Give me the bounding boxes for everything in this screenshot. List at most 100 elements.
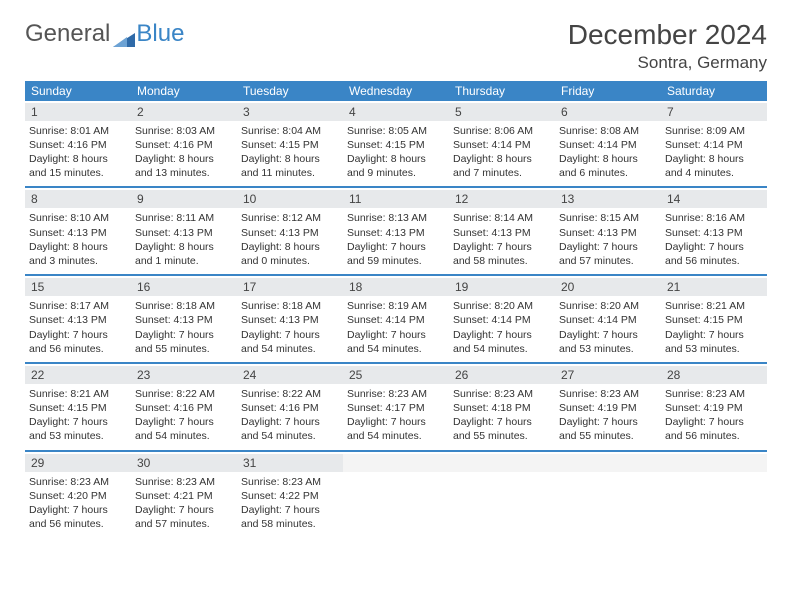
weekday-header: Tuesday [237, 81, 343, 101]
daylight-text-1: Daylight: 7 hours [347, 240, 445, 254]
weekday-header: Wednesday [343, 81, 449, 101]
weekday-header-row: Sunday Monday Tuesday Wednesday Thursday… [25, 81, 767, 101]
sunrise-text: Sunrise: 8:23 AM [665, 387, 763, 401]
daylight-text-1: Daylight: 7 hours [347, 415, 445, 429]
day-cell: 23Sunrise: 8:22 AMSunset: 4:16 PMDayligh… [131, 364, 237, 450]
day-number: 22 [25, 366, 131, 384]
daylight-text-1: Daylight: 8 hours [665, 152, 763, 166]
daylight-text-1: Daylight: 8 hours [453, 152, 551, 166]
day-cell: 17Sunrise: 8:18 AMSunset: 4:13 PMDayligh… [237, 276, 343, 362]
sunrise-text: Sunrise: 8:13 AM [347, 211, 445, 225]
daylight-text-1: Daylight: 7 hours [135, 415, 233, 429]
daylight-text-1: Daylight: 7 hours [559, 240, 657, 254]
day-cell: 12Sunrise: 8:14 AMSunset: 4:13 PMDayligh… [449, 188, 555, 274]
sunset-text: Sunset: 4:19 PM [559, 401, 657, 415]
sunset-text: Sunset: 4:18 PM [453, 401, 551, 415]
sunrise-text: Sunrise: 8:23 AM [347, 387, 445, 401]
sunrise-text: Sunrise: 8:19 AM [347, 299, 445, 313]
day-details: Sunrise: 8:15 AMSunset: 4:13 PMDaylight:… [559, 211, 657, 268]
day-cell: 20Sunrise: 8:20 AMSunset: 4:14 PMDayligh… [555, 276, 661, 362]
daylight-text-1: Daylight: 7 hours [135, 328, 233, 342]
day-number: 26 [449, 366, 555, 384]
sunset-text: Sunset: 4:14 PM [559, 138, 657, 152]
daylight-text-1: Daylight: 8 hours [241, 152, 339, 166]
day-cell: 28Sunrise: 8:23 AMSunset: 4:19 PMDayligh… [661, 364, 767, 450]
sunset-text: Sunset: 4:14 PM [453, 138, 551, 152]
sunrise-text: Sunrise: 8:20 AM [559, 299, 657, 313]
day-cell: 25Sunrise: 8:23 AMSunset: 4:17 PMDayligh… [343, 364, 449, 450]
weekday-header: Saturday [661, 81, 767, 101]
daylight-text-2: and 53 minutes. [29, 429, 127, 443]
day-number: 2 [131, 103, 237, 121]
day-cell: 15 Sunrise: 8:17 AMSunset: 4:13 PMDayligh… [25, 276, 131, 362]
day-number: 9 [131, 190, 237, 208]
daylight-text-1: Daylight: 7 hours [347, 328, 445, 342]
sunset-text: Sunset: 4:20 PM [29, 489, 127, 503]
week-row: 29 Sunrise: 8:23 AMSunset: 4:20 PMDayligh… [25, 452, 767, 538]
brand-part2: Blue [136, 20, 184, 48]
daylight-text-1: Daylight: 8 hours [559, 152, 657, 166]
daylight-text-1: Daylight: 7 hours [559, 328, 657, 342]
sunrise-text: Sunrise: 8:11 AM [135, 211, 233, 225]
day-number: 19 [449, 278, 555, 296]
sunrise-text: Sunrise: 8:21 AM [29, 387, 127, 401]
sunset-text: Sunset: 4:16 PM [135, 138, 233, 152]
day-details: Sunrise: 8:23 AMSunset: 4:21 PMDaylight:… [135, 475, 233, 532]
sunset-text: Sunset: 4:22 PM [241, 489, 339, 503]
sunset-text: Sunset: 4:13 PM [135, 226, 233, 240]
day-number: 18 [343, 278, 449, 296]
week-row: 1Sunrise: 8:01 AMSunset: 4:16 PMDaylight… [25, 101, 767, 189]
daylight-text-1: Daylight: 7 hours [453, 415, 551, 429]
sunset-text: Sunset: 4:15 PM [347, 138, 445, 152]
day-cell: 2Sunrise: 8:03 AMSunset: 4:16 PMDaylight… [131, 101, 237, 187]
calendar: Sunday Monday Tuesday Wednesday Thursday… [25, 81, 767, 537]
daylight-text-1: Daylight: 7 hours [29, 503, 127, 517]
sunset-text: Sunset: 4:16 PM [135, 401, 233, 415]
day-details: Sunrise: 8:19 AMSunset: 4:14 PMDaylight:… [347, 299, 445, 356]
sunset-text: Sunset: 4:15 PM [665, 313, 763, 327]
sunset-text: Sunset: 4:19 PM [665, 401, 763, 415]
day-number: 1 [25, 103, 131, 121]
daylight-text-2: and 9 minutes. [347, 166, 445, 180]
daylight-text-1: Daylight: 8 hours [135, 152, 233, 166]
day-number: 11 [343, 190, 449, 208]
sunrise-text: Sunrise: 8:06 AM [453, 124, 551, 138]
daylight-text-2: and 57 minutes. [135, 517, 233, 531]
sunrise-text: Sunrise: 8:09 AM [665, 124, 763, 138]
daylight-text-1: Daylight: 8 hours [241, 240, 339, 254]
day-number: 21 [661, 278, 767, 296]
day-cell: 16Sunrise: 8:18 AMSunset: 4:13 PMDayligh… [131, 276, 237, 362]
sunrise-text: Sunrise: 8:22 AM [241, 387, 339, 401]
day-cell: 5Sunrise: 8:06 AMSunset: 4:14 PMDaylight… [449, 101, 555, 187]
day-number: 13 [555, 190, 661, 208]
day-details: Sunrise: 8:09 AMSunset: 4:14 PMDaylight:… [665, 124, 763, 181]
daylight-text-2: and 13 minutes. [135, 166, 233, 180]
day-number: 12 [449, 190, 555, 208]
sunset-text: Sunset: 4:13 PM [559, 226, 657, 240]
header: General Blue December 2024 Sontra, Germa… [25, 20, 767, 73]
day-details: Sunrise: 8:23 AMSunset: 4:19 PMDaylight:… [559, 387, 657, 444]
day-cell: 18 Sunrise: 8:19 AMSunset: 4:14 PMDayligh… [343, 276, 449, 362]
daylight-text-1: Daylight: 8 hours [347, 152, 445, 166]
sunset-text: Sunset: 4:15 PM [241, 138, 339, 152]
sunset-text: Sunset: 4:13 PM [135, 313, 233, 327]
day-cell: 29 Sunrise: 8:23 AMSunset: 4:20 PMDayligh… [25, 452, 131, 538]
day-cell: 27Sunrise: 8:23 AMSunset: 4:19 PMDayligh… [555, 364, 661, 450]
sunrise-text: Sunrise: 8:15 AM [559, 211, 657, 225]
day-number [449, 454, 555, 472]
daylight-text-1: Daylight: 7 hours [665, 328, 763, 342]
day-number: 24 [237, 366, 343, 384]
daylight-text-2: and 4 minutes. [665, 166, 763, 180]
daylight-text-1: Daylight: 7 hours [453, 240, 551, 254]
sunrise-text: Sunrise: 8:23 AM [29, 475, 127, 489]
day-details: Sunrise: 8:17 AMSunset: 4:13 PMDaylight:… [29, 299, 127, 356]
day-number: 29 [25, 454, 131, 472]
day-details: Sunrise: 8:21 AMSunset: 4:15 PMDaylight:… [665, 299, 763, 356]
day-details: Sunrise: 8:18 AMSunset: 4:13 PMDaylight:… [135, 299, 233, 356]
daylight-text-2: and 57 minutes. [559, 254, 657, 268]
day-number: 8 [25, 190, 131, 208]
day-number: 15 [25, 278, 131, 296]
day-details: Sunrise: 8:13 AMSunset: 4:13 PMDaylight:… [347, 211, 445, 268]
sunset-text: Sunset: 4:21 PM [135, 489, 233, 503]
day-cell: 9Sunrise: 8:11 AMSunset: 4:13 PMDaylight… [131, 188, 237, 274]
